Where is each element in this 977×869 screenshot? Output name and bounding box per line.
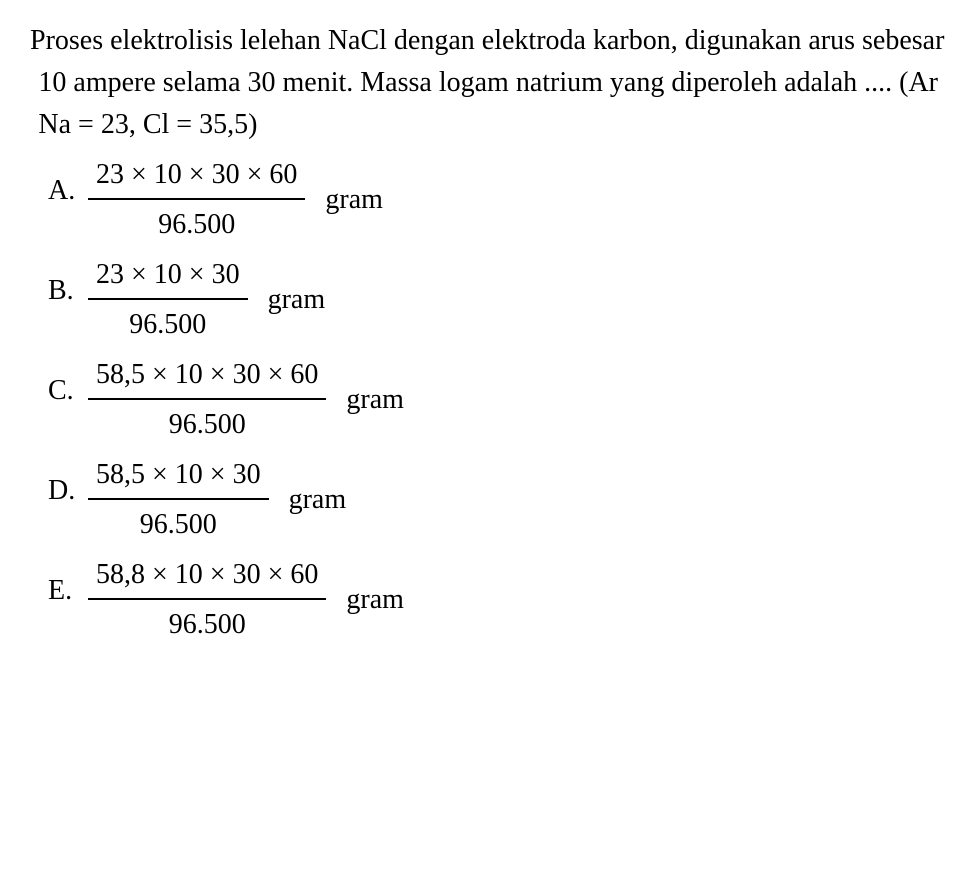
option-e: E. 58,8 × 10 × 30 × 60 96.500 gram [48, 554, 947, 646]
options-list: A. 23 × 10 × 30 × 60 96.500 gram B. 23 ×… [30, 154, 947, 646]
option-d-label: D. [48, 454, 88, 512]
option-a-numerator: 23 × 10 × 30 × 60 [88, 154, 305, 200]
option-a-expression: 23 × 10 × 30 × 60 96.500 gram [88, 154, 383, 246]
option-c-fraction: 58,5 × 10 × 30 × 60 96.500 [88, 354, 326, 446]
option-d-expression: 58,5 × 10 × 30 96.500 gram [88, 454, 346, 546]
option-a: A. 23 × 10 × 30 × 60 96.500 gram [48, 154, 947, 246]
option-a-unit: gram [325, 179, 383, 221]
option-e-label: E. [48, 554, 88, 612]
question-text: Proses elektrolisis lelehan NaCl dengan … [30, 20, 947, 146]
option-e-denominator: 96.500 [161, 600, 254, 646]
option-a-denominator: 96.500 [150, 200, 243, 246]
option-e-expression: 58,8 × 10 × 30 × 60 96.500 gram [88, 554, 404, 646]
option-c-denominator: 96.500 [161, 400, 254, 446]
option-b-expression: 23 × 10 × 30 96.500 gram [88, 254, 325, 346]
option-b-label: B. [48, 254, 88, 312]
option-d-unit: gram [289, 479, 347, 521]
option-e-unit: gram [346, 579, 404, 621]
option-b-unit: gram [268, 279, 326, 321]
option-c-label: C. [48, 354, 88, 412]
option-b-numerator: 23 × 10 × 30 [88, 254, 248, 300]
option-c-unit: gram [346, 379, 404, 421]
option-c-numerator: 58,5 × 10 × 30 × 60 [88, 354, 326, 400]
option-b: B. 23 × 10 × 30 96.500 gram [48, 254, 947, 346]
option-b-fraction: 23 × 10 × 30 96.500 [88, 254, 248, 346]
option-d: D. 58,5 × 10 × 30 96.500 gram [48, 454, 947, 546]
option-c: C. 58,5 × 10 × 30 × 60 96.500 gram [48, 354, 947, 446]
option-e-numerator: 58,8 × 10 × 30 × 60 [88, 554, 326, 600]
option-a-label: A. [48, 154, 88, 212]
option-b-denominator: 96.500 [121, 300, 214, 346]
option-c-expression: 58,5 × 10 × 30 × 60 96.500 gram [88, 354, 404, 446]
option-d-fraction: 58,5 × 10 × 30 96.500 [88, 454, 269, 546]
option-d-numerator: 58,5 × 10 × 30 [88, 454, 269, 500]
option-a-fraction: 23 × 10 × 30 × 60 96.500 [88, 154, 305, 246]
option-d-denominator: 96.500 [132, 500, 225, 546]
option-e-fraction: 58,8 × 10 × 30 × 60 96.500 [88, 554, 326, 646]
